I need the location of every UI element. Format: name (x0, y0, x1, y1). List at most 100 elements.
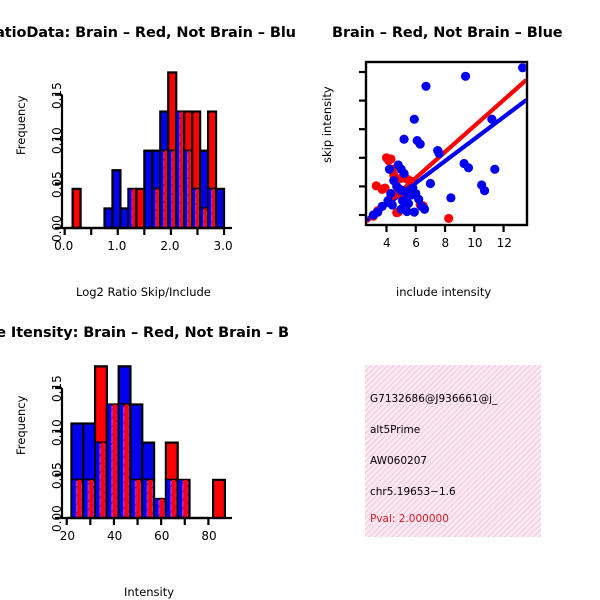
histogram-bar (167, 71, 178, 152)
scatter-point (403, 198, 414, 209)
histogram-bar-red (196, 188, 199, 228)
histogram-bar (117, 365, 132, 406)
histogram-bar-red (180, 111, 183, 228)
histogram-bar-blue (128, 188, 132, 228)
intensity-histogram-title: ne Itensity: Brain – Red, Not Brain – B (0, 325, 289, 341)
scatter-point (408, 183, 418, 193)
histogram-bar-blue (192, 188, 196, 228)
scatter-point (384, 164, 395, 174)
scatter-title: Brain – Red, Not Brain – Blue (332, 25, 563, 41)
histogram-bar (199, 149, 210, 210)
histogram-bar (70, 422, 85, 481)
histogram-bar-blue (72, 479, 76, 518)
scatter-point (518, 63, 526, 73)
histogram-bar-red (132, 188, 135, 228)
histogram-bar (191, 110, 202, 190)
y-tick-label: 0.15 (50, 82, 64, 110)
scatter-point (405, 176, 415, 186)
scatter-point (434, 148, 444, 159)
infobox-background (365, 365, 541, 537)
infobox-accession: AW060207 (370, 455, 428, 467)
intensity-histogram-xlabel: Intensity (124, 585, 175, 599)
x-tick-label: 1.0 (107, 239, 127, 253)
infobox-panel (365, 365, 541, 537)
scatter-point (446, 193, 456, 203)
scatter-point (460, 71, 471, 81)
scatter-point (419, 204, 430, 214)
scatter-point (463, 163, 474, 173)
scatter-point (386, 154, 396, 164)
scatter-point (399, 168, 409, 179)
y-tick-label: 0.10 (50, 126, 64, 154)
histogram-bar-red (172, 479, 176, 518)
histogram-bar (119, 207, 130, 230)
scatter-point (386, 188, 396, 199)
scatter-point (479, 186, 490, 196)
scatter-svg (359, 60, 529, 232)
histogram-bar-red (77, 479, 82, 518)
histogram-bar-blue (168, 150, 172, 228)
histogram-bar (206, 110, 218, 190)
y-tick-label: 0.05 (50, 171, 64, 198)
infobox-pval: Pval: 2.000000 (370, 513, 449, 525)
ratio-histogram-xlabel: Log2 Ratio Skip/Include (76, 285, 211, 299)
panel-intensity-histogram: ne Itensity: Brain – Red, Not Brain – B … (0, 300, 300, 600)
x-tick-label: 40 (106, 529, 123, 543)
scatter-point (421, 81, 431, 91)
panel-infobox: G7132686@J936661@j_ alt5Prime AW060207 c… (300, 300, 600, 600)
y-tick-label: 0.10 (50, 419, 64, 446)
scatter-point (383, 196, 393, 206)
panel-ratio-histogram: RatioData: Brain – Red, Not Brain – Blu … (0, 0, 300, 300)
ratio-histogram-svg (55, 71, 232, 235)
x-tick-label: 4 (382, 236, 391, 250)
histogram-bar-red (160, 498, 164, 518)
histogram-bar-red (164, 150, 167, 228)
histogram-bar (151, 149, 162, 190)
histogram-bar (71, 187, 82, 230)
histogram-bar-red (172, 150, 175, 228)
histogram-bar (212, 478, 227, 520)
scatter-xlabel: include intensity (396, 285, 492, 299)
ratio-histogram-title: RatioData: Brain – Red, Not Brain – Blu (0, 25, 296, 41)
intensity-histogram-svg (55, 365, 232, 525)
histogram-bar-red (188, 150, 191, 228)
x-tick-label: 80 (201, 529, 217, 543)
histogram-bar-red (204, 208, 207, 228)
histogram-bar (82, 422, 97, 481)
histogram-bar (129, 403, 144, 481)
histogram-bar-red (113, 404, 117, 518)
histogram-bar-red (148, 479, 152, 518)
scatter-point (368, 210, 378, 220)
y-tick-label: 0.15 (50, 375, 64, 403)
histogram-bar-red (89, 479, 93, 518)
scatter-point (487, 114, 497, 124)
histogram-bar-blue (131, 479, 135, 518)
histogram-bar (183, 110, 194, 152)
y-tick-label: 0.05 (50, 462, 64, 490)
histogram-bar-blue (208, 188, 211, 228)
histogram-bar (159, 110, 170, 152)
histogram-bar-blue (160, 150, 164, 228)
histogram-bar-red (156, 188, 159, 228)
histogram-bar-blue (184, 150, 188, 228)
x-tick-label: 2.0 (160, 239, 180, 253)
x-tick-label: 10 (467, 236, 483, 250)
x-tick-label: 8 (441, 236, 450, 250)
scatter-point (399, 134, 409, 144)
histogram-bar-blue (95, 442, 100, 518)
histogram-bar-red (212, 188, 215, 228)
scatter-point (409, 114, 419, 124)
scatter-point (425, 178, 435, 189)
histogram-bar-red (124, 404, 129, 518)
histogram-bar-blue (154, 498, 159, 518)
x-tick-label: 3.0 (213, 239, 233, 253)
histogram-bar-blue (176, 111, 180, 228)
scatter-point (396, 204, 406, 214)
infobox-locus: chr5.19653−1.6 (370, 486, 456, 498)
scatter-point (490, 164, 500, 174)
infobox-event-type: alt5Prime (370, 424, 421, 436)
histogram-bar (164, 441, 179, 481)
x-tick-label: 12 (496, 236, 512, 250)
panel-scatter: Brain – Red, Not Brain – Blue skip inten… (300, 0, 600, 300)
